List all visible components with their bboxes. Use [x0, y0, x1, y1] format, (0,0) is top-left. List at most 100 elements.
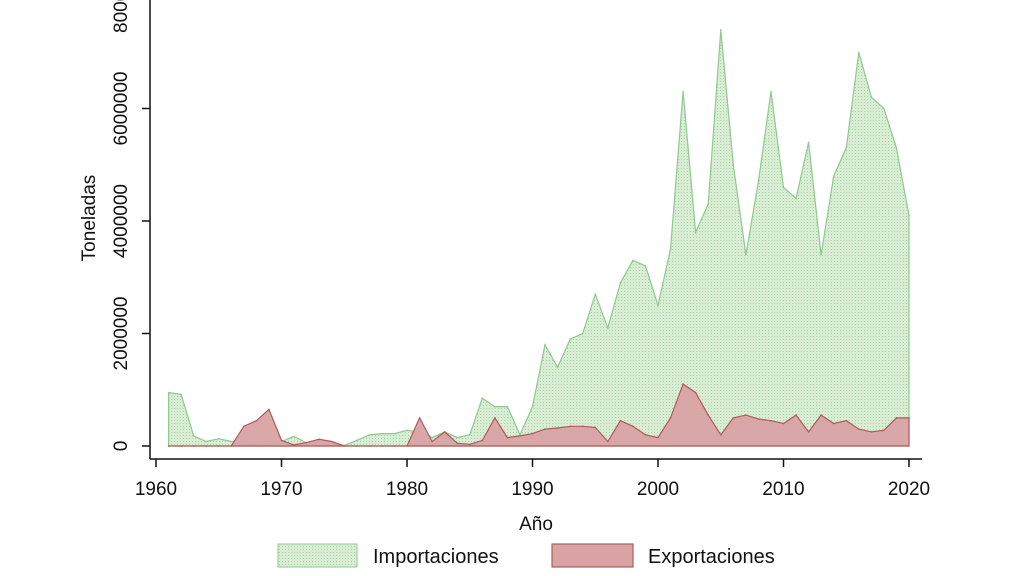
y-tick-label-8000000: 8000000	[111, 0, 132, 33]
data-point-importaciones-1962	[180, 393, 182, 396]
data-point-exportaciones-1987	[494, 417, 496, 419]
data-point-importaciones-2007	[745, 254, 747, 256]
data-point-importaciones-2019	[895, 147, 898, 149]
data-point-exportaciones-1969	[268, 408, 270, 411]
data-point-exportaciones-2020	[908, 417, 910, 419]
data-point-exportaciones-2001	[669, 417, 672, 419]
data-point-importaciones-1984	[456, 436, 459, 439]
data-point-exportaciones-2002	[682, 383, 684, 385]
data-point-exportaciones-1988	[506, 436, 509, 439]
data-point-exportaciones-2016	[858, 428, 860, 430]
x-tick-label-1970: 1970	[260, 479, 302, 500]
data-point-exportaciones-1986	[481, 439, 484, 442]
y-tick-label-0: 0	[111, 441, 132, 452]
data-point-importaciones-1986	[481, 397, 484, 400]
data-point-exportaciones-1995	[594, 426, 597, 429]
data-point-exportaciones-1970	[280, 439, 283, 442]
data-point-exportaciones-1983	[443, 431, 446, 433]
data-point-exportaciones-2013	[820, 414, 822, 416]
area-importaciones	[168, 29, 910, 447]
data-point-exportaciones-1978	[381, 445, 383, 447]
data-point-importaciones-1993	[569, 338, 571, 340]
data-point-exportaciones-1984	[456, 442, 459, 445]
data-point-exportaciones-1965	[218, 445, 220, 447]
data-point-importaciones-1982	[431, 436, 433, 439]
data-point-importaciones-2020	[908, 214, 910, 217]
data-point-importaciones-2009	[770, 90, 772, 93]
data-point-importaciones-1995	[594, 293, 597, 295]
data-point-importaciones-1976	[356, 439, 358, 442]
data-point-importaciones-2012	[807, 141, 810, 144]
data-point-importaciones-2000	[657, 304, 659, 307]
y-ticks: 0 2000000 4000000 6000000 8000000	[111, 0, 150, 451]
data-point-importaciones-1994	[581, 332, 584, 335]
x-tick-label-2000: 2000	[637, 479, 679, 500]
data-point-importaciones-1988	[506, 405, 509, 408]
points-exportaciones	[167, 383, 910, 447]
legend-swatch-importaciones	[277, 543, 358, 568]
data-point-importaciones-2010	[782, 186, 785, 189]
data-point-exportaciones-1968	[255, 419, 258, 422]
data-point-importaciones-1997	[619, 282, 622, 284]
data-point-exportaciones-1980	[406, 445, 408, 447]
data-point-exportaciones-1961	[167, 445, 170, 447]
data-point-importaciones-2016	[858, 51, 860, 54]
data-point-importaciones-2015	[845, 147, 848, 149]
data-point-exportaciones-1964	[205, 445, 207, 447]
data-point-importaciones-1999	[644, 265, 647, 267]
data-point-exportaciones-1979	[393, 445, 396, 447]
data-point-importaciones-1965	[218, 437, 220, 440]
data-point-exportaciones-2012	[807, 431, 810, 433]
data-point-exportaciones-2003	[694, 391, 697, 394]
data-point-importaciones-2011	[795, 197, 797, 200]
y-tick-label-2000000: 2000000	[111, 297, 132, 371]
data-point-exportaciones-2009	[770, 419, 772, 422]
data-point-exportaciones-1989	[519, 435, 521, 437]
data-point-importaciones-2002	[682, 90, 684, 93]
data-point-exportaciones-2008	[757, 418, 760, 420]
data-point-exportaciones-2005	[720, 434, 722, 436]
data-point-importaciones-2004	[707, 203, 709, 205]
data-point-exportaciones-2007	[745, 414, 747, 416]
data-point-importaciones-1985	[469, 434, 471, 436]
data-point-exportaciones-2010	[782, 422, 785, 425]
data-point-exportaciones-1975	[343, 445, 346, 447]
data-point-importaciones-1980	[406, 429, 408, 432]
legend: Importaciones Exportaciones	[277, 543, 775, 568]
legend-label-importaciones: Importaciones	[373, 546, 499, 568]
data-point-importaciones-2013	[820, 254, 822, 256]
data-point-exportaciones-2000	[657, 436, 659, 439]
data-point-exportaciones-1991	[544, 428, 546, 430]
data-point-importaciones-1978	[381, 432, 383, 435]
data-point-importaciones-1966	[230, 440, 233, 443]
x-ticks: 1960 1970 1980 1990 2000 2010 2020	[135, 459, 930, 500]
data-point-importaciones-1977	[368, 434, 371, 436]
data-point-importaciones-2006	[732, 164, 735, 166]
data-point-importaciones-1963	[192, 435, 195, 437]
data-point-importaciones-1996	[607, 327, 609, 329]
area-exportaciones	[168, 383, 910, 447]
data-point-exportaciones-2014	[832, 422, 835, 425]
data-point-exportaciones-1982	[431, 440, 433, 443]
data-point-exportaciones-1994	[581, 425, 584, 428]
data-point-exportaciones-1963	[192, 445, 195, 447]
data-point-importaciones-2008	[757, 180, 760, 183]
data-point-exportaciones-2004	[707, 414, 709, 416]
data-point-exportaciones-1998	[632, 425, 634, 428]
data-point-exportaciones-1999	[644, 434, 647, 436]
data-point-exportaciones-1996	[607, 440, 609, 443]
data-point-exportaciones-1966	[230, 445, 233, 447]
data-point-importaciones-1990	[531, 405, 534, 408]
data-point-exportaciones-1972	[305, 441, 308, 444]
data-point-exportaciones-1997	[619, 419, 622, 422]
data-point-exportaciones-1993	[569, 425, 571, 428]
data-point-importaciones-1989	[519, 434, 521, 436]
data-point-exportaciones-2018	[883, 429, 885, 432]
data-point-exportaciones-1977	[368, 445, 371, 447]
legend-label-exportaciones: Exportaciones	[648, 546, 775, 568]
data-point-exportaciones-1992	[556, 427, 559, 429]
data-point-exportaciones-1981	[418, 417, 421, 419]
data-point-exportaciones-2019	[895, 417, 898, 419]
data-point-exportaciones-2015	[845, 419, 848, 422]
